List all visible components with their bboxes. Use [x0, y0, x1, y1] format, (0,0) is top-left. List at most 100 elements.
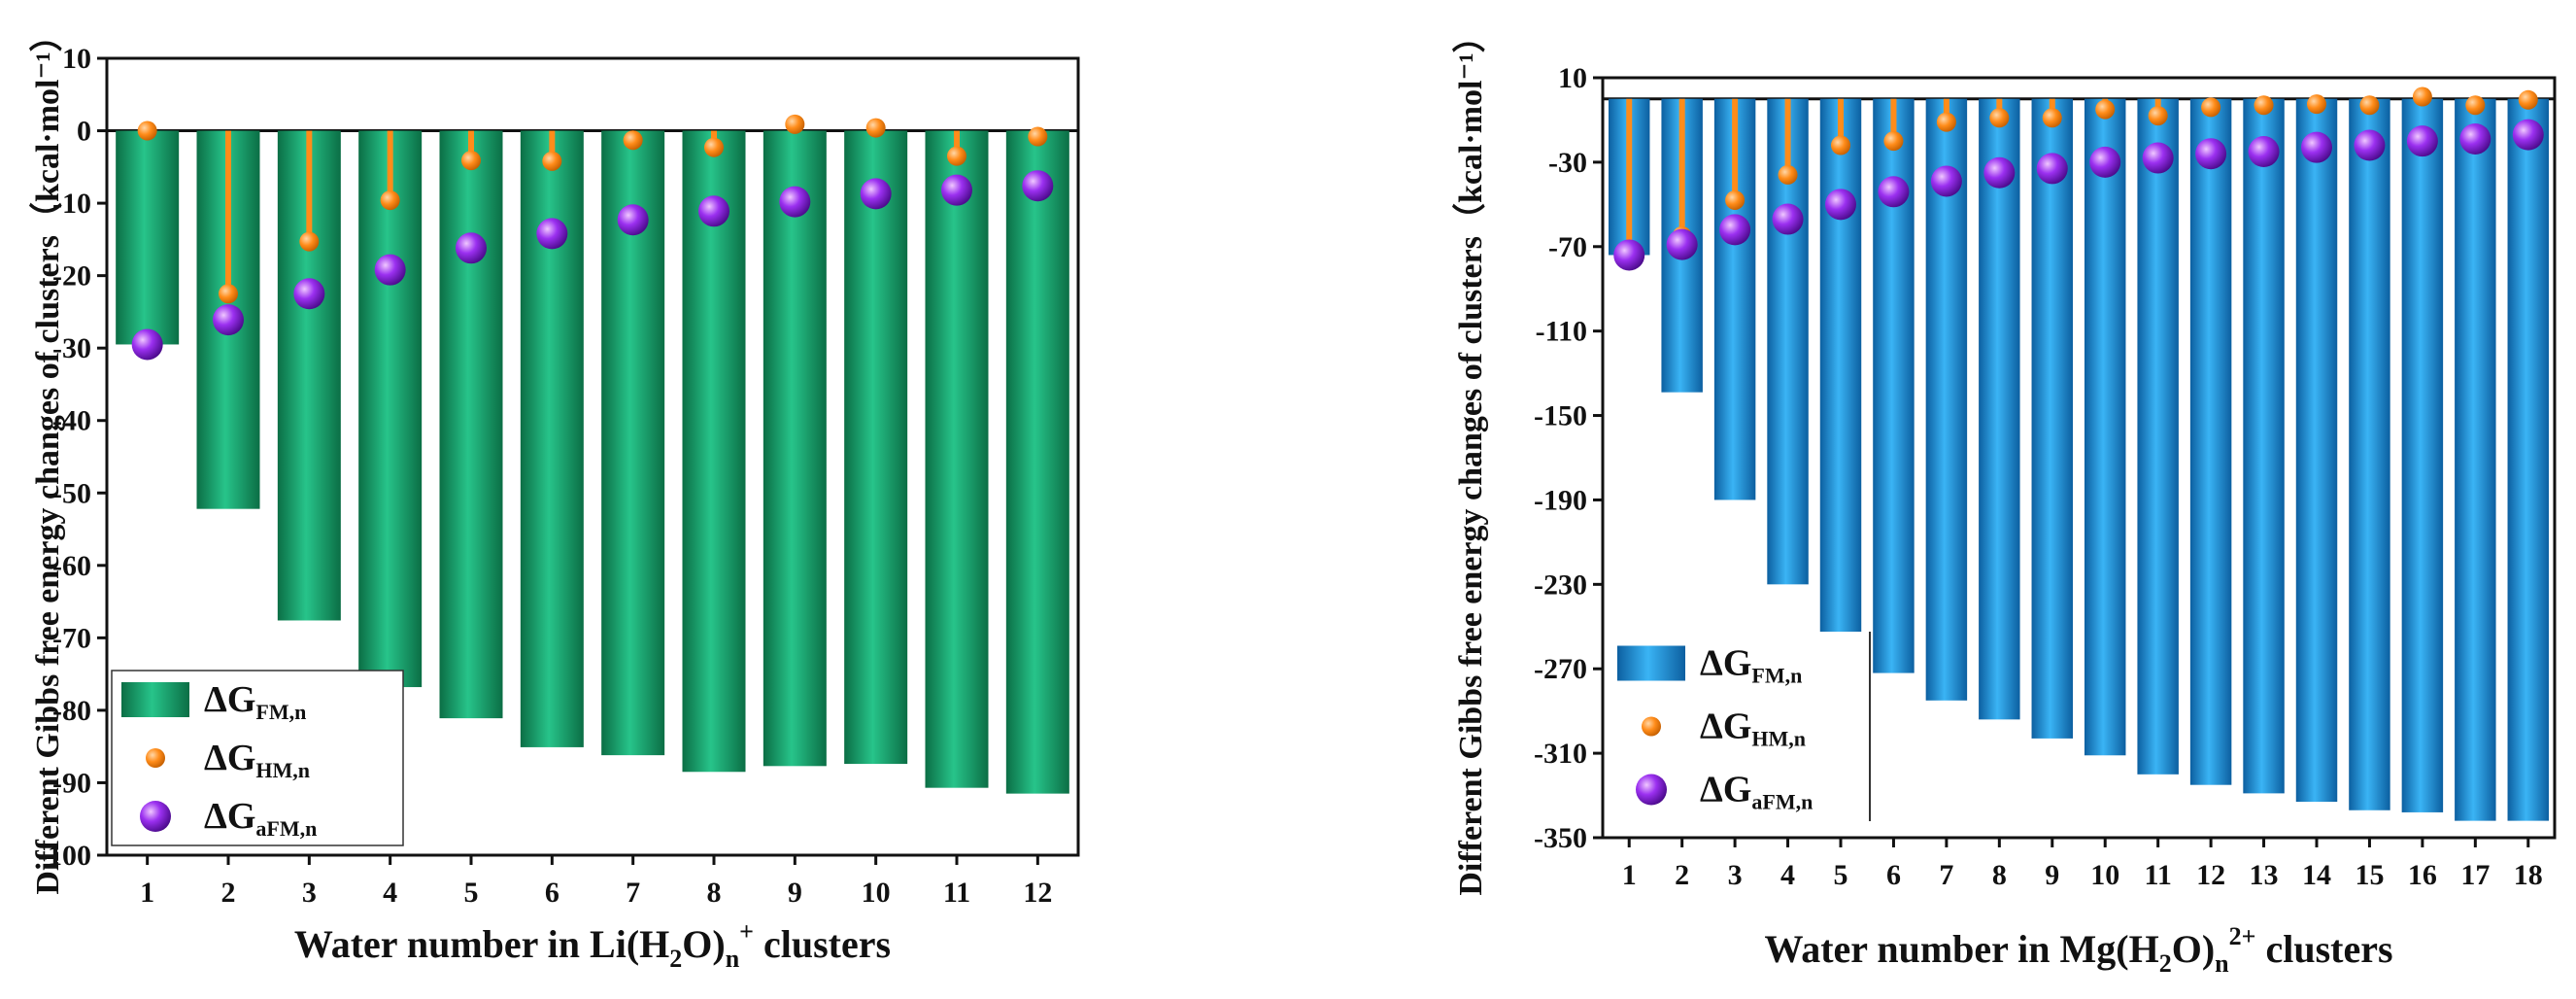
- stem-hm-point: [947, 146, 966, 166]
- bar-fm: [1005, 130, 1069, 794]
- point-afm: [941, 174, 972, 206]
- stem-hm-point: [1778, 164, 1798, 185]
- point-afm: [698, 195, 729, 227]
- x-axis-title-part: 2: [2159, 949, 2172, 978]
- x-axis-title-part: Water number in Li(H: [294, 922, 669, 966]
- bar-fm: [1819, 98, 1862, 634]
- stem-hm-point: [542, 151, 562, 171]
- y-tick-label: -100: [38, 840, 91, 872]
- x-axis-title-part: Water number in Mg(H: [1764, 927, 2158, 971]
- point-afm: [131, 328, 163, 361]
- y-tick-label: -60: [52, 550, 91, 582]
- bar-fm: [925, 130, 989, 788]
- x-tick-label: 6: [545, 877, 559, 909]
- y-tick-label: 0: [77, 116, 91, 148]
- bar-fm: [2295, 98, 2338, 803]
- stem-hm-point: [299, 231, 320, 252]
- y-tick-label: -270: [1534, 653, 1587, 685]
- point-afm: [2036, 153, 2068, 185]
- bar-fm: [439, 130, 503, 719]
- point-afm: [536, 218, 568, 250]
- plot-frame: [1601, 76, 2557, 840]
- stem-hm-point: [380, 190, 400, 211]
- x-axis-title-part: clusters: [2255, 927, 2392, 971]
- bar-fm: [2401, 98, 2444, 812]
- legend-swatch-stem: [1642, 716, 1661, 737]
- stem-hm-point: [704, 137, 724, 157]
- x-tick-label: 15: [2355, 859, 2384, 891]
- legend-label: ΔGaFM,n: [204, 796, 317, 841]
- stem-hm-point: [2412, 86, 2432, 107]
- stem-hm-point: [137, 121, 157, 141]
- legend-swatch-bar: [121, 682, 189, 717]
- legend-label-main: ΔG: [204, 738, 255, 778]
- point-afm: [1930, 165, 1962, 197]
- y-tick-label: -90: [52, 767, 91, 799]
- x-axis-title-part: +: [739, 917, 754, 946]
- legend-swatch-stem: [146, 748, 165, 768]
- point-afm: [2301, 131, 2332, 163]
- stem-hm-point: [2307, 94, 2326, 115]
- point-afm: [2089, 146, 2121, 178]
- x-tick-label: 1: [1622, 859, 1637, 891]
- x-tick-label: 1: [140, 877, 154, 909]
- point-afm: [213, 304, 244, 336]
- x-tick-label: 2: [1675, 859, 1689, 891]
- legend-label-sub: HM,n: [1751, 727, 1806, 751]
- point-afm: [1983, 156, 2016, 189]
- y-tick-label: -70: [52, 622, 91, 654]
- stem-hm-point: [1883, 131, 1904, 152]
- stem-hm-point: [865, 118, 886, 138]
- x-axis-title: Water number in Li(H2O)n+ clusters: [294, 917, 891, 973]
- legend-label-sub: HM,n: [255, 758, 310, 782]
- y-tick-label: -40: [52, 405, 91, 437]
- y-tick-label: -10: [52, 188, 91, 220]
- point-afm: [1022, 170, 1054, 202]
- point-afm: [2248, 136, 2280, 168]
- y-tick-label: 10: [1558, 62, 1587, 94]
- x-tick-label: 17: [2460, 859, 2490, 891]
- x-tick-label: 11: [943, 877, 970, 909]
- y-tick-label: -80: [52, 695, 91, 727]
- stem-hm-point: [1725, 189, 1746, 210]
- x-tick-label: 6: [1886, 859, 1901, 891]
- point-afm: [1666, 228, 1698, 260]
- point-afm: [1613, 239, 1645, 271]
- x-tick-label: 16: [2408, 859, 2437, 891]
- x-tick-label: 11: [2144, 859, 2171, 891]
- x-tick-label: 10: [2090, 859, 2119, 891]
- stem-hm-point: [219, 284, 238, 304]
- bar-fm: [358, 130, 423, 688]
- x-tick-label: 12: [1023, 877, 1052, 909]
- legend-label-main: ΔG: [1700, 770, 1751, 810]
- x-tick-label: 12: [2196, 859, 2225, 891]
- point-afm: [374, 254, 406, 286]
- x-tick-label: 3: [302, 877, 317, 909]
- stem-hm-point: [2095, 99, 2116, 120]
- point-afm: [2459, 122, 2491, 155]
- stem-hm-point: [2148, 106, 2168, 126]
- y-tick-label: -190: [1534, 484, 1587, 516]
- point-afm: [1772, 203, 1804, 235]
- legend-label: ΔGFM,n: [204, 679, 306, 724]
- legend-label-sub: FM,n: [1751, 664, 1802, 688]
- point-afm: [860, 178, 892, 210]
- x-tick-label: 8: [1992, 859, 2007, 891]
- point-afm: [2406, 125, 2438, 157]
- x-tick-label: 7: [1939, 859, 1953, 891]
- stem-hm-point: [1936, 112, 1956, 132]
- bar-fm: [1925, 98, 1968, 701]
- x-tick-label: 10: [862, 877, 891, 909]
- bar-fm: [844, 130, 908, 765]
- legend-label: ΔGaFM,n: [1700, 770, 1813, 814]
- stem-hm-point: [2201, 97, 2221, 118]
- legend-label-main: ΔG: [204, 679, 255, 720]
- y-tick-label: -150: [1534, 400, 1587, 432]
- point-afm: [1719, 214, 1751, 246]
- bar-fm: [2084, 98, 2126, 756]
- point-afm: [2354, 129, 2386, 161]
- x-tick-label: 7: [626, 877, 640, 909]
- point-afm: [2512, 119, 2544, 151]
- stem-hm-point: [461, 151, 481, 171]
- bar-fm: [1979, 98, 2020, 720]
